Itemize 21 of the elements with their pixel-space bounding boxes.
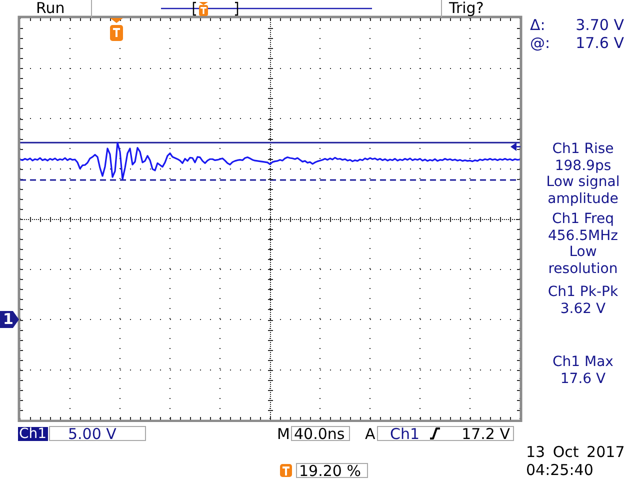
text: Ch1 — [18, 426, 48, 442]
text: Ch1 Max 17.6 V — [552, 354, 614, 387]
text: Ch1 Freq 456.5MHz Low resolution — [546, 211, 620, 277]
text: 04:25:40 — [526, 461, 594, 479]
text: @: — [530, 34, 550, 52]
text: Ch1 Pk-Pk 3.62 V — [546, 284, 620, 317]
text: Trig? — [449, 0, 484, 17]
text: 5.00 V — [68, 425, 116, 443]
text: 19.20 % — [299, 462, 361, 480]
text: Run — [36, 0, 65, 17]
text: Δ: — [530, 16, 546, 34]
text: 1 — [0, 310, 19, 328]
text: 3.70 V — [576, 16, 624, 34]
text: M — [277, 425, 290, 443]
text: 13 Oct 2017 — [526, 443, 625, 461]
text: Ch1 Rise 198.9ps Low signal amplitude — [545, 141, 621, 207]
text: 17.2 V — [462, 425, 510, 443]
text: Ch1 — [390, 425, 420, 443]
text: 40.0ns — [294, 425, 345, 443]
text: A — [365, 425, 376, 443]
text: 17.6 V — [576, 34, 624, 52]
